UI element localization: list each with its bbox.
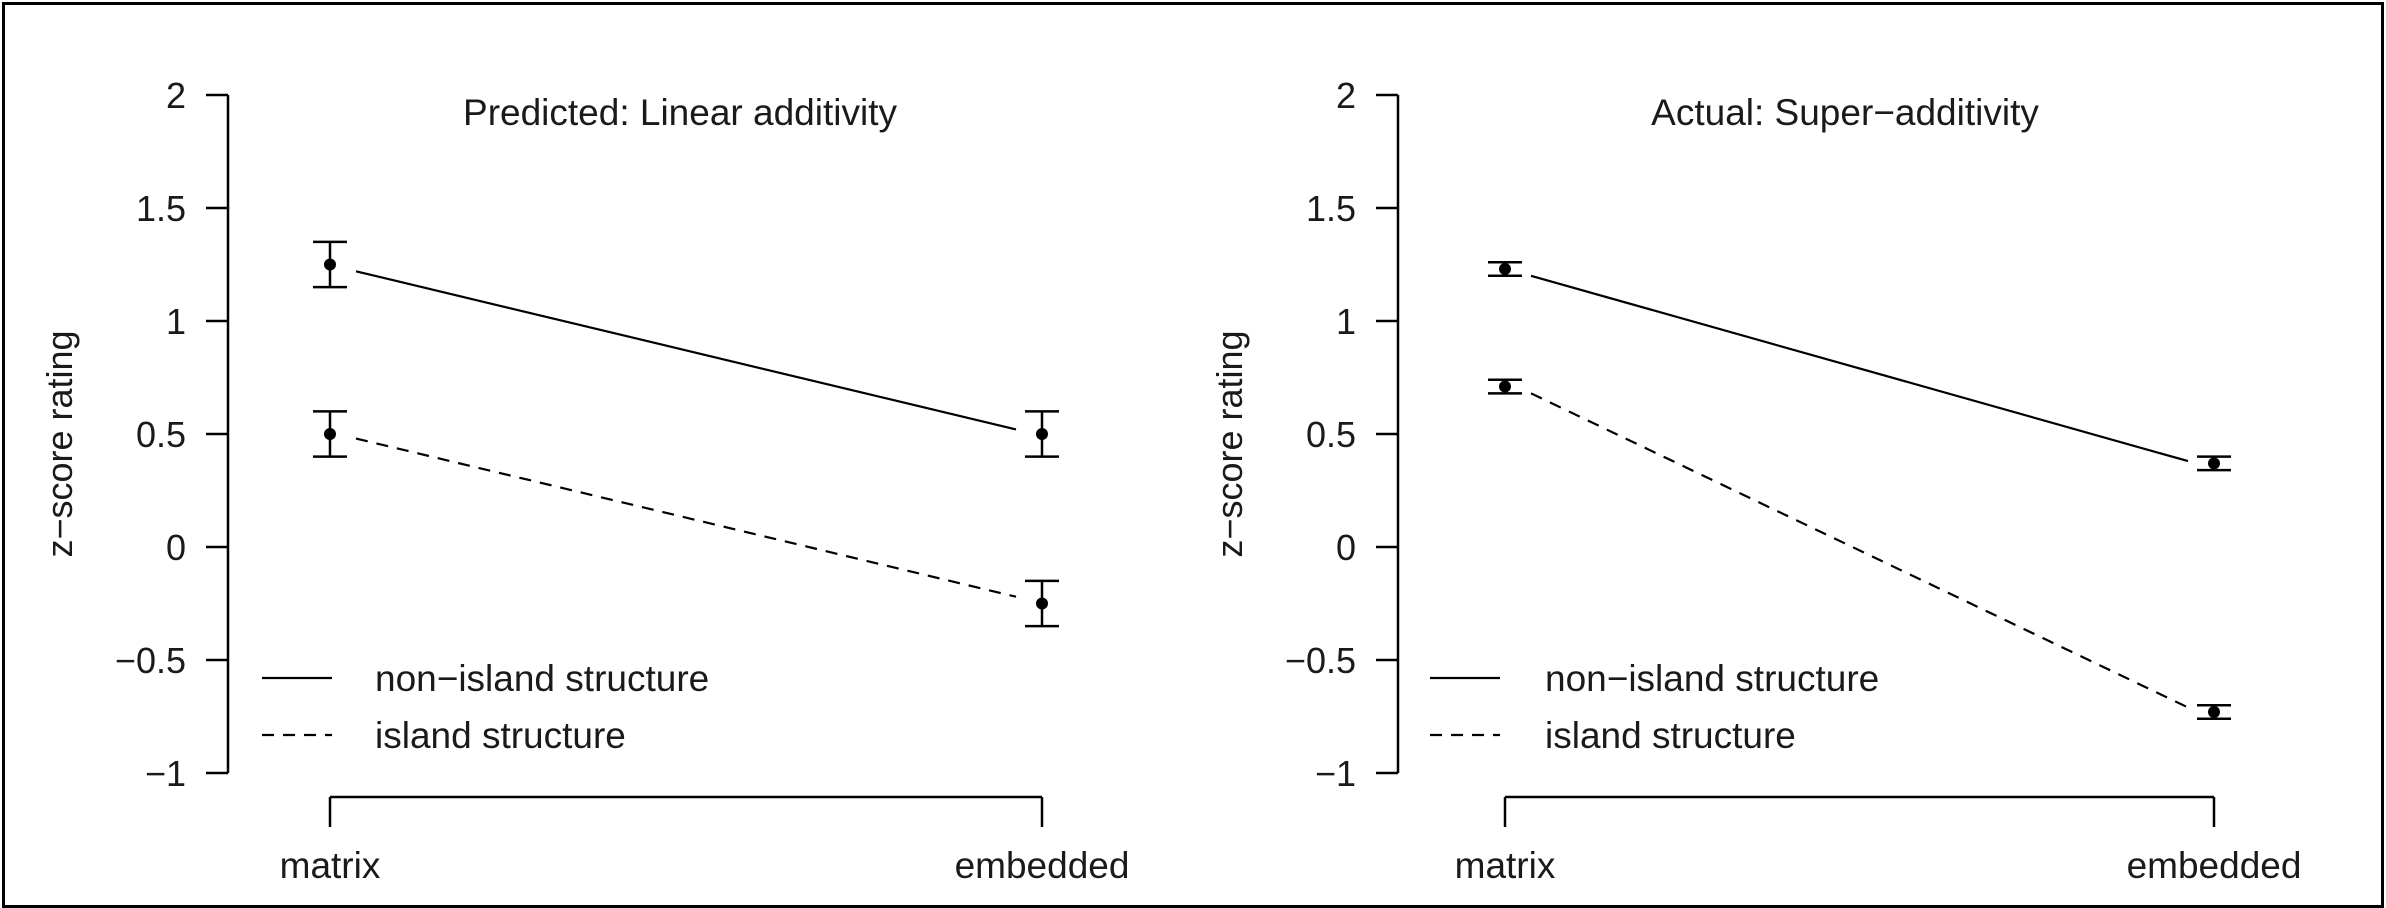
y-tick-label: 0.5: [1306, 414, 1356, 455]
y-tick-label: 0: [1336, 527, 1356, 568]
y-tick-label: −0.5: [115, 640, 186, 681]
legend-label-2: island structure: [1545, 715, 1796, 756]
x-tick-label-matrix: matrix: [280, 845, 381, 886]
data-point: [1036, 428, 1048, 440]
series-line-1: [355, 270, 1017, 431]
series-line-2: [1530, 392, 2189, 709]
x-tick-label-embedded: embedded: [955, 845, 1130, 886]
data-point: [2208, 457, 2220, 470]
y-axis-label: z−score rating: [1209, 330, 1250, 557]
chart-panel-2: Actual: Super−additivity 2 1.5 1 0.5 0 −0.5 −1 z…: [1209, 75, 2301, 886]
chart-title: Predicted: Linear additivity: [463, 92, 897, 133]
y-tick-label: 0: [166, 527, 186, 568]
data-point: [1499, 380, 1511, 393]
y-tick-label: −0.5: [1285, 640, 1356, 681]
y-tick-label: −1: [1315, 753, 1356, 794]
x-tick-label-embedded: embedded: [2127, 845, 2302, 886]
y-tick-label: 2: [1336, 75, 1356, 116]
legend-label-2: island structure: [375, 715, 626, 756]
legend-label-1: non−island structure: [375, 658, 709, 699]
series-line-2: [355, 437, 1017, 598]
data-point: [1499, 263, 1511, 276]
series-line-1: [1530, 274, 2189, 463]
x-tick-label-matrix: matrix: [1455, 845, 1556, 886]
chart-title: Actual: Super−additivity: [1651, 92, 2039, 133]
data-point: [2208, 705, 2220, 718]
y-tick-label: 1: [1336, 301, 1356, 342]
y-tick-label: 1: [166, 301, 186, 342]
y-axis-label: z−score rating: [39, 330, 80, 557]
y-tick-label: −1: [145, 753, 186, 794]
y-tick-label: 0.5: [136, 414, 186, 455]
y-tick-label: 1.5: [1306, 188, 1356, 229]
legend-label-1: non−island structure: [1545, 658, 1879, 699]
y-tick-label: 2: [166, 75, 186, 116]
data-point: [1036, 597, 1048, 610]
y-tick-label: 1.5: [136, 188, 186, 229]
data-point: [324, 428, 336, 440]
chart-panel-1: Predicted: Linear additivity 2 1.5 1 0.5 0 −0.…: [39, 75, 1129, 886]
data-point: [324, 258, 336, 271]
